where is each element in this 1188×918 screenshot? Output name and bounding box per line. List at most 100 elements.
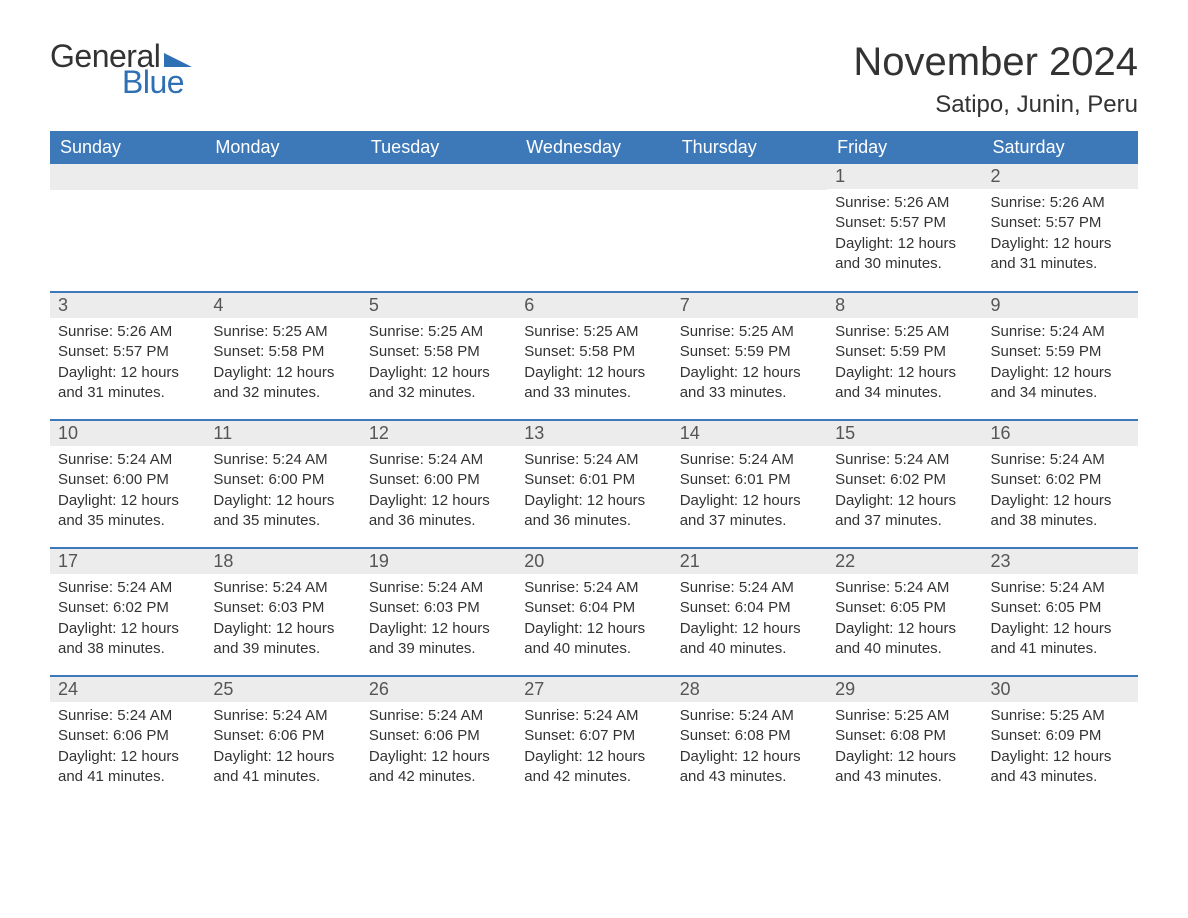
- logo: General Blue: [50, 40, 192, 98]
- daylight-line: Daylight: 12 hours and 41 minutes.: [991, 619, 1130, 660]
- day-number: 28: [672, 677, 827, 702]
- calendar-day: 22Sunrise: 5:24 AMSunset: 6:05 PMDayligh…: [827, 548, 982, 676]
- day-number: 6: [516, 293, 671, 318]
- calendar-day: 24Sunrise: 5:24 AMSunset: 6:06 PMDayligh…: [50, 676, 205, 804]
- sunset-line: Sunset: 6:03 PM: [369, 598, 508, 618]
- sunset-line: Sunset: 5:57 PM: [991, 213, 1130, 233]
- calendar-day: 16 Sunrise: 5:24 AMSunset: 6:02 PMDayligh…: [983, 420, 1138, 548]
- calendar-day: 13Sunrise: 5:24 AMSunset: 6:01 PMDayligh…: [516, 420, 671, 548]
- sunset-line: Sunset: 6:01 PM: [680, 470, 819, 490]
- sunrise-line: Sunrise: 5:24 AM: [58, 450, 197, 470]
- sunset-line: Sunset: 6:07 PM: [524, 726, 663, 746]
- calendar-table: SundayMondayTuesdayWednesdayThursdayFrid…: [50, 131, 1138, 804]
- daylight-line: Daylight: 12 hours and 38 minutes.: [991, 491, 1130, 532]
- day-body: Sunrise: 5:24 AMSunset: 6:06 PMDaylight:…: [205, 702, 360, 793]
- day-body: Sunrise: 5:24 AMSunset: 6:06 PMDaylight:…: [50, 702, 205, 793]
- calendar-day: 27Sunrise: 5:24 AMSunset: 6:07 PMDayligh…: [516, 676, 671, 804]
- sunrise-line: Sunrise: 5:25 AM: [213, 322, 352, 342]
- daylight-line: Daylight: 12 hours and 39 minutes.: [369, 619, 508, 660]
- calendar-day: 28Sunrise: 5:24 AMSunset: 6:08 PMDayligh…: [672, 676, 827, 804]
- sunrise-line: Sunrise: 5:24 AM: [991, 450, 1130, 470]
- day-number: 20: [516, 549, 671, 574]
- day-number: 29: [827, 677, 982, 702]
- day-number: 18: [205, 549, 360, 574]
- calendar-day: 25Sunrise: 5:24 AMSunset: 6:06 PMDayligh…: [205, 676, 360, 804]
- day-body: Sunrise: 5:24 AMSunset: 6:00 PMDaylight:…: [50, 446, 205, 537]
- sunset-line: Sunset: 6:06 PM: [369, 726, 508, 746]
- sunset-line: Sunset: 5:57 PM: [58, 342, 197, 362]
- day-number: 4: [205, 293, 360, 318]
- calendar-day: 6Sunrise: 5:25 AMSunset: 5:58 PMDaylight…: [516, 292, 671, 420]
- daylight-line: Daylight: 12 hours and 40 minutes.: [524, 619, 663, 660]
- sunset-line: Sunset: 6:02 PM: [991, 470, 1130, 490]
- sunrise-line: Sunrise: 5:25 AM: [680, 322, 819, 342]
- calendar-empty: [205, 164, 360, 292]
- day-number: 8: [827, 293, 982, 318]
- empty-bar: [672, 164, 827, 190]
- day-number: 10: [50, 421, 205, 446]
- sunrise-line: Sunrise: 5:24 AM: [680, 450, 819, 470]
- day-body: Sunrise: 5:24 AMSunset: 6:08 PMDaylight:…: [672, 702, 827, 793]
- sunset-line: Sunset: 5:58 PM: [369, 342, 508, 362]
- daylight-line: Daylight: 12 hours and 41 minutes.: [58, 747, 197, 788]
- day-body: Sunrise: 5:24 AMSunset: 6:04 PMDaylight:…: [672, 574, 827, 665]
- day-body: Sunrise: 5:24 AMSunset: 6:01 PMDaylight:…: [672, 446, 827, 537]
- sunset-line: Sunset: 6:01 PM: [524, 470, 663, 490]
- calendar-week: 24Sunrise: 5:24 AMSunset: 6:06 PMDayligh…: [50, 676, 1138, 804]
- daylight-line: Daylight: 12 hours and 43 minutes.: [835, 747, 974, 788]
- day-number: 26: [361, 677, 516, 702]
- sunrise-line: Sunrise: 5:24 AM: [991, 578, 1130, 598]
- day-body: Sunrise: 5:24 AMSunset: 6:05 PMDaylight:…: [827, 574, 982, 665]
- sunset-line: Sunset: 6:00 PM: [369, 470, 508, 490]
- sunrise-line: Sunrise: 5:24 AM: [58, 706, 197, 726]
- calendar-day: 9Sunrise: 5:24 AMSunset: 5:59 PMDaylight…: [983, 292, 1138, 420]
- sunrise-line: Sunrise: 5:25 AM: [991, 706, 1130, 726]
- sunrise-line: Sunrise: 5:24 AM: [991, 322, 1130, 342]
- weekday-header: Monday: [205, 131, 360, 164]
- day-number: 23: [983, 549, 1138, 574]
- daylight-line: Daylight: 12 hours and 34 minutes.: [835, 363, 974, 404]
- day-number: 24: [50, 677, 205, 702]
- calendar-head: SundayMondayTuesdayWednesdayThursdayFrid…: [50, 131, 1138, 164]
- daylight-line: Daylight: 12 hours and 33 minutes.: [680, 363, 819, 404]
- sunset-line: Sunset: 5:59 PM: [835, 342, 974, 362]
- day-body: Sunrise: 5:24 AMSunset: 6:03 PMDaylight:…: [205, 574, 360, 665]
- day-number: 1: [827, 164, 982, 189]
- sunset-line: Sunset: 5:59 PM: [680, 342, 819, 362]
- day-body: Sunrise: 5:25 AMSunset: 5:58 PMDaylight:…: [361, 318, 516, 409]
- calendar-empty: [361, 164, 516, 292]
- daylight-line: Daylight: 12 hours and 31 minutes.: [991, 234, 1130, 275]
- sunrise-line: Sunrise: 5:25 AM: [369, 322, 508, 342]
- sunset-line: Sunset: 6:05 PM: [991, 598, 1130, 618]
- daylight-line: Daylight: 12 hours and 33 minutes.: [524, 363, 663, 404]
- day-body: Sunrise: 5:25 AMSunset: 5:58 PMDaylight:…: [205, 318, 360, 409]
- empty-bar: [50, 164, 205, 190]
- day-body: Sunrise: 5:24 AMSunset: 6:02 PMDaylight:…: [50, 574, 205, 665]
- day-body: Sunrise: 5:26 AMSunset: 5:57 PMDaylight:…: [983, 189, 1138, 280]
- day-body: Sunrise: 5:24 AMSunset: 6:00 PMDaylight:…: [361, 446, 516, 537]
- day-number: 7: [672, 293, 827, 318]
- sunset-line: Sunset: 6:08 PM: [835, 726, 974, 746]
- sunrise-line: Sunrise: 5:24 AM: [524, 706, 663, 726]
- location: Satipo, Junin, Peru: [853, 91, 1138, 119]
- sunset-line: Sunset: 6:09 PM: [991, 726, 1130, 746]
- daylight-line: Daylight: 12 hours and 32 minutes.: [213, 363, 352, 404]
- calendar-day: 26Sunrise: 5:24 AMSunset: 6:06 PMDayligh…: [361, 676, 516, 804]
- calendar-day: 11Sunrise: 5:24 AMSunset: 6:00 PMDayligh…: [205, 420, 360, 548]
- sunrise-line: Sunrise: 5:24 AM: [58, 578, 197, 598]
- day-number: 16: [983, 421, 1138, 446]
- day-body: Sunrise: 5:25 AMSunset: 5:59 PMDaylight:…: [672, 318, 827, 409]
- day-number: 14: [672, 421, 827, 446]
- sunrise-line: Sunrise: 5:24 AM: [369, 450, 508, 470]
- day-body: Sunrise: 5:25 AMSunset: 5:59 PMDaylight:…: [827, 318, 982, 409]
- day-number: 15: [827, 421, 982, 446]
- sunset-line: Sunset: 6:02 PM: [835, 470, 974, 490]
- daylight-line: Daylight: 12 hours and 42 minutes.: [524, 747, 663, 788]
- daylight-line: Daylight: 12 hours and 37 minutes.: [680, 491, 819, 532]
- weekday-header: Tuesday: [361, 131, 516, 164]
- calendar-body: 1Sunrise: 5:26 AMSunset: 5:57 PMDaylight…: [50, 164, 1138, 804]
- calendar-day: 17Sunrise: 5:24 AMSunset: 6:02 PMDayligh…: [50, 548, 205, 676]
- sunset-line: Sunset: 6:04 PM: [524, 598, 663, 618]
- sunset-line: Sunset: 6:00 PM: [58, 470, 197, 490]
- calendar-day: 30Sunrise: 5:25 AMSunset: 6:09 PMDayligh…: [983, 676, 1138, 804]
